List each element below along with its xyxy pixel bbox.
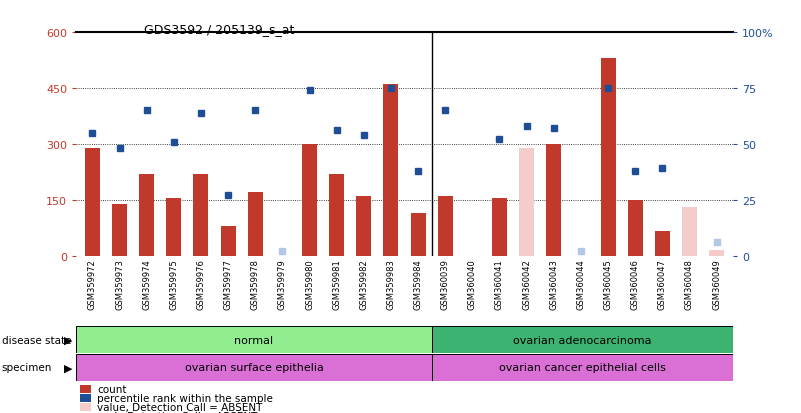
Bar (655, 232, 670, 256)
Text: ▶: ▶ (64, 335, 72, 345)
Text: percentile rank within the sample: percentile rank within the sample (97, 393, 273, 403)
Bar (628, 200, 642, 256)
Text: specimen: specimen (2, 362, 52, 373)
Bar (76, 354, 432, 381)
Bar (432, 326, 733, 353)
Bar (220, 226, 235, 256)
Text: ovarian cancer epithelial cells: ovarian cancer epithelial cells (499, 362, 666, 373)
Bar (139, 174, 154, 256)
Text: GDS3592 / 205139_s_at: GDS3592 / 205139_s_at (144, 23, 295, 36)
Bar (546, 145, 562, 256)
Text: ▶: ▶ (64, 362, 72, 373)
Bar (76, 326, 432, 353)
Bar (85, 148, 100, 256)
Bar (519, 148, 534, 256)
Bar (384, 85, 398, 256)
Text: value, Detection Call = ABSENT: value, Detection Call = ABSENT (97, 402, 262, 412)
Text: rank, Detection Call = ABSENT: rank, Detection Call = ABSENT (97, 411, 257, 413)
Bar (438, 197, 453, 256)
Text: ovarian adenocarcinoma: ovarian adenocarcinoma (513, 335, 652, 345)
Bar (329, 174, 344, 256)
Text: count: count (97, 384, 127, 394)
Bar (432, 354, 733, 381)
Bar (167, 198, 181, 256)
Text: normal: normal (235, 335, 274, 345)
Bar (682, 208, 697, 256)
Bar (492, 198, 507, 256)
Bar (709, 250, 724, 256)
Bar (601, 59, 615, 256)
Bar (194, 174, 208, 256)
Bar (302, 145, 317, 256)
Bar (248, 193, 263, 256)
Bar (356, 197, 371, 256)
Text: disease state: disease state (2, 335, 71, 345)
Bar (112, 204, 127, 256)
Bar (411, 213, 425, 256)
Text: ovarian surface epithelia: ovarian surface epithelia (184, 362, 324, 373)
